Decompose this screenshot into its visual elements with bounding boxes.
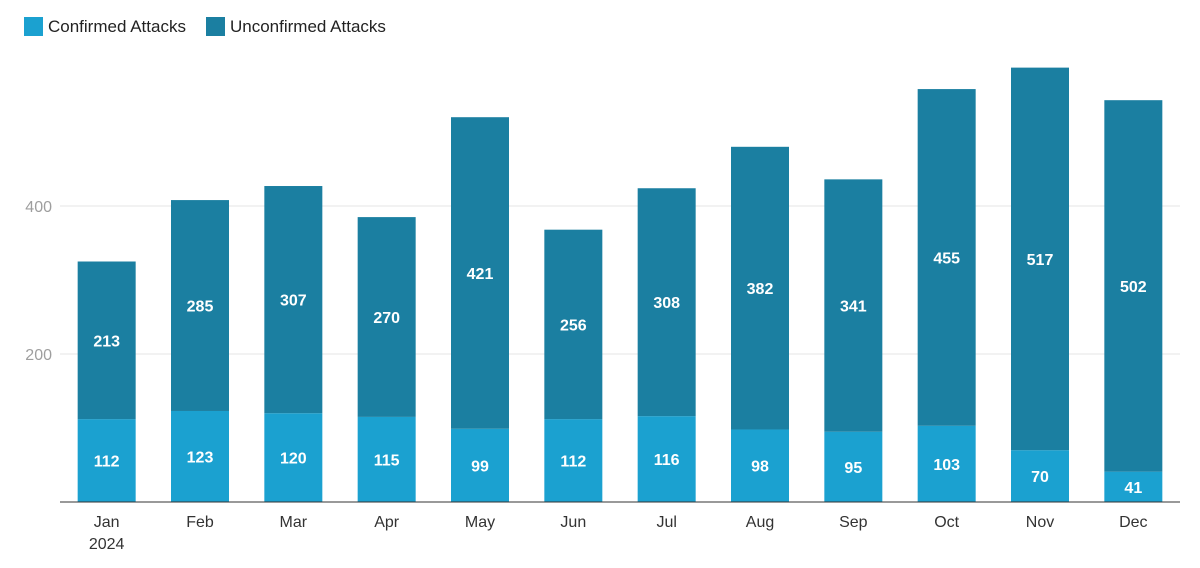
bar-confirmed-aug [731,429,789,502]
legend-swatch-unconfirmed [206,17,225,36]
data-label-confirmed-jan: 112 [94,454,120,471]
bar-confirmed-feb [171,410,229,502]
data-label-confirmed-nov: 70 [1031,469,1049,486]
legend: Confirmed Attacks Unconfirmed Attacks [24,17,386,36]
data-labels: 112 213 123 285 120 307 115 270 99 421 112 256 116 30… [93,250,1146,496]
x-tick-label-feb: Feb [186,514,214,531]
data-label-confirmed-oct: 103 [933,457,960,474]
bar-unconfirmed-jan [77,261,136,420]
bar-unconfirmed-apr [357,217,416,417]
data-label-confirmed-jul: 116 [654,452,680,469]
bar-unconfirmed-dec [1104,100,1163,472]
data-label-confirmed-mar: 120 [280,451,307,468]
data-label-confirmed-jun: 112 [560,454,586,471]
bar-confirmed-jun [544,419,603,502]
data-label-unconfirmed-sep: 341 [840,299,867,316]
data-label-confirmed-apr: 115 [374,452,400,469]
bar-unconfirmed-sep [824,179,883,432]
bar-unconfirmed-feb [171,200,229,411]
data-label-unconfirmed-mar: 307 [280,293,307,310]
bar-unconfirmed-mar [264,186,323,414]
bar-confirmed-nov [1011,450,1069,502]
x-tick-label-nov: Nov [1026,514,1054,531]
data-label-confirmed-may: 99 [471,458,489,475]
bar-confirmed-oct [917,425,976,502]
x-tick-label-may: May [465,514,495,531]
bar-unconfirmed-nov [1011,67,1069,451]
x-tick-label-dec: Dec [1119,514,1147,531]
bar-confirmed-jan [77,419,136,502]
bars [77,67,1163,502]
data-label-unconfirmed-apr: 270 [373,310,400,327]
legend-label-confirmed: Confirmed Attacks [48,17,186,36]
x-tick-label-sep: Sep [839,514,868,531]
gridlines: 200 400 [25,199,1180,364]
data-label-unconfirmed-dec: 502 [1120,279,1147,296]
bar-unconfirmed-aug [731,146,789,430]
data-label-unconfirmed-aug: 382 [747,281,774,298]
data-label-unconfirmed-may: 421 [467,266,494,283]
bar-unconfirmed-jun [544,229,603,420]
data-label-unconfirmed-jul: 308 [653,295,680,312]
data-label-confirmed-feb: 123 [187,449,214,466]
legend-swatch-confirmed [24,17,43,36]
bar-confirmed-apr [357,416,416,502]
data-label-confirmed-sep: 95 [844,460,862,477]
data-label-unconfirmed-feb: 285 [187,299,214,316]
data-label-unconfirmed-jun: 256 [560,317,587,334]
data-label-confirmed-dec: 41 [1124,480,1142,497]
data-label-unconfirmed-oct: 455 [933,250,960,267]
bar-confirmed-sep [824,431,883,502]
x-axis-labels: Jan 2024 Feb Mar Apr May Jun Jul Aug Sep Oct Nov Dec [89,514,1148,553]
bar-unconfirmed-may [451,117,509,429]
bar-confirmed-jul [637,416,696,502]
bar-unconfirmed-jul [637,188,696,417]
bar-confirmed-mar [264,413,323,502]
bar-unconfirmed-oct [917,89,976,426]
data-label-unconfirmed-jan: 213 [93,333,120,350]
x-tick-label-mar: Mar [280,514,308,531]
y-tick-label-200: 200 [25,347,52,364]
bar-confirmed-may [451,428,509,502]
legend-label-unconfirmed: Unconfirmed Attacks [230,17,386,36]
x-tick-label-oct: Oct [934,514,959,531]
x-tick-label-aug: Aug [746,514,774,531]
data-label-unconfirmed-nov: 517 [1027,252,1054,269]
bar-confirmed-dec [1104,471,1163,502]
y-tick-label-400: 400 [25,199,52,216]
x-tick-sublabel-jan: 2024 [89,536,125,553]
data-label-confirmed-aug: 98 [751,459,769,476]
x-tick-label-apr: Apr [374,514,400,531]
x-tick-label-jul: Jul [656,514,676,531]
x-tick-label-jan: Jan [94,514,120,531]
x-tick-label-jun: Jun [560,514,586,531]
